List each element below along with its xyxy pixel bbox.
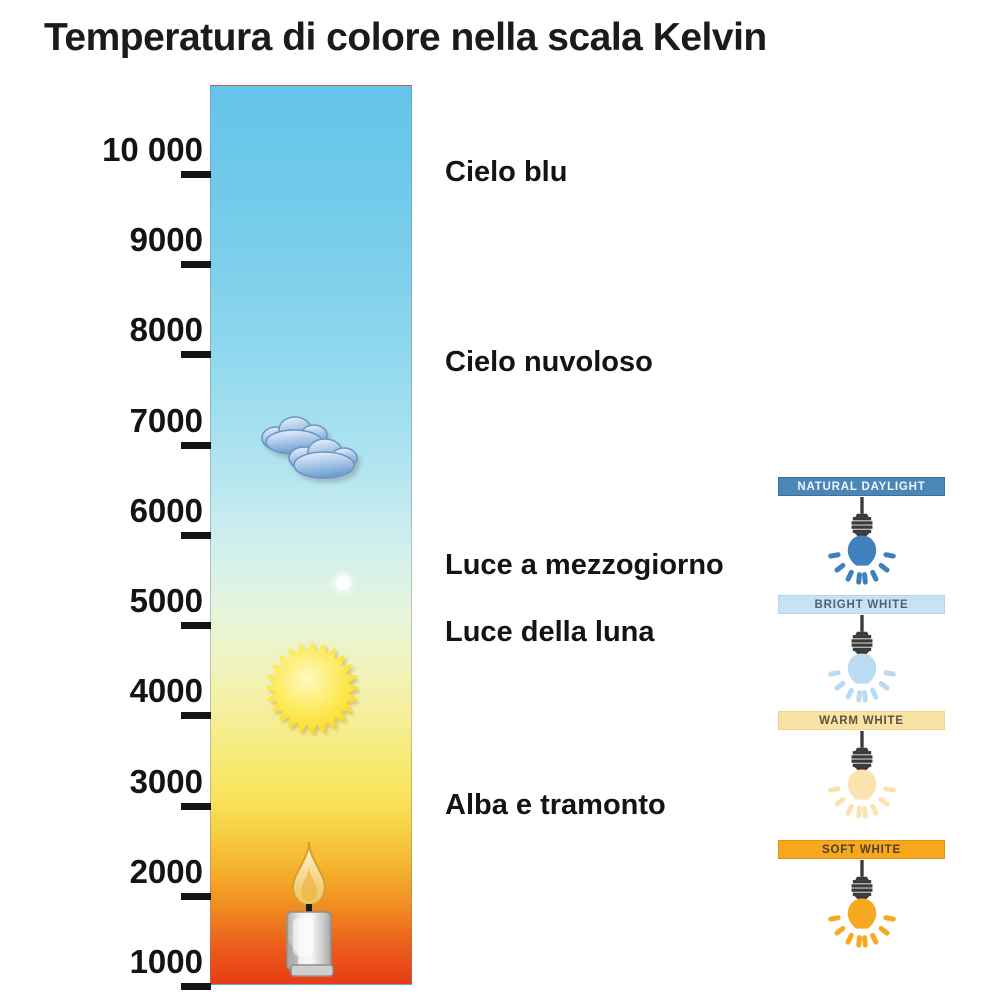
kelvin-tick <box>181 893 211 900</box>
kelvin-tick <box>181 983 211 990</box>
lamp-icon <box>820 860 904 952</box>
kelvin-tick <box>181 712 211 719</box>
moon-icon <box>336 576 350 590</box>
kelvin-tick <box>181 803 211 810</box>
bulb-panel-bright-white: BRIGHT WHITE <box>778 595 945 707</box>
scale-annotation: Luce della luna <box>445 616 655 648</box>
page-title: Temperatura di colore nella scala Kelvin <box>44 16 767 59</box>
kelvin-tick <box>181 442 211 449</box>
lamp-icon <box>820 615 904 707</box>
kelvin-tick <box>181 171 211 178</box>
kelvin-tick-label: 6000 <box>129 492 203 529</box>
bulb-banner: WARM WHITE <box>778 711 945 730</box>
sun-icon <box>265 641 359 735</box>
bulb-banner: NATURAL DAYLIGHT <box>778 477 945 496</box>
kelvin-tick-label: 4000 <box>129 672 203 709</box>
candle-icon <box>286 841 334 977</box>
kelvin-tick-label: 5000 <box>129 582 203 619</box>
kelvin-tick-label: 10 000 <box>102 131 203 168</box>
bulb-panel-warm-white: WARM WHITE <box>778 711 945 823</box>
kelvin-tick <box>181 351 211 358</box>
kelvin-tick-label: 8000 <box>129 311 203 348</box>
scale-annotation: Alba e tramonto <box>445 789 666 821</box>
bulb-banner: SOFT WHITE <box>778 840 945 859</box>
bulb-panel-natural-daylight: NATURAL DAYLIGHT <box>778 477 945 589</box>
kelvin-tick <box>181 532 211 539</box>
kelvin-gradient-bar <box>210 85 412 985</box>
bulb-banner: BRIGHT WHITE <box>778 595 945 614</box>
kelvin-tick <box>181 261 211 268</box>
lamp-icon <box>820 731 904 823</box>
kelvin-tick-label: 9000 <box>129 221 203 258</box>
kelvin-tick-label: 7000 <box>129 402 203 439</box>
scale-annotation: Cielo nuvoloso <box>445 346 653 378</box>
scale-annotation: Cielo blu <box>445 156 568 188</box>
kelvin-tick-label: 1000 <box>129 943 203 980</box>
kelvin-tick <box>181 622 211 629</box>
bulb-panel-soft-white: SOFT WHITE <box>778 840 945 952</box>
scale-annotation: Luce a mezzogiorno <box>445 549 724 581</box>
kelvin-tick-label: 2000 <box>129 853 203 890</box>
clouds-icon <box>261 416 358 479</box>
lamp-icon <box>820 497 904 589</box>
kelvin-tick-label: 3000 <box>129 763 203 800</box>
